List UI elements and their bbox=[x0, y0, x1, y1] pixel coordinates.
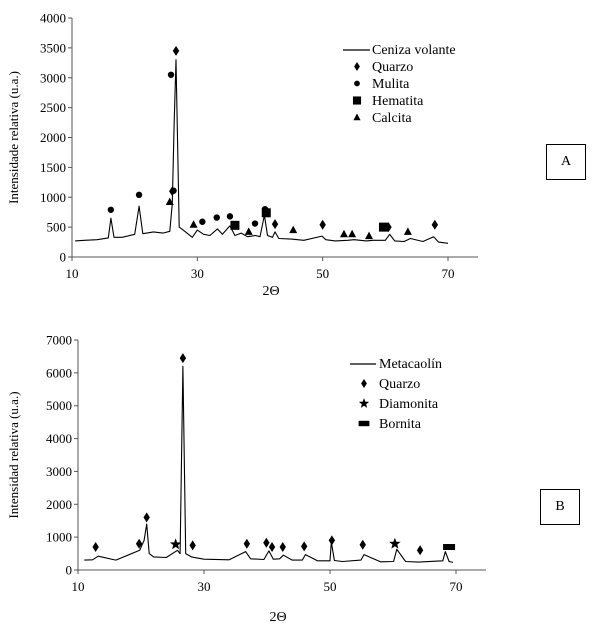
chart-b-marker-quarzo bbox=[268, 542, 276, 552]
chart-a-legend-series-label: Ceniza volante bbox=[372, 43, 456, 58]
panel-label-b-text: B bbox=[555, 499, 565, 514]
chart-b-legend-marker-quarzo bbox=[361, 379, 367, 388]
chart-a-y-tick-label: 2500 bbox=[40, 100, 66, 115]
chart-b-y-tick-label: 3000 bbox=[46, 464, 72, 479]
chart-a-legend-label-calcita: Calcita bbox=[372, 111, 412, 126]
chart-b-legend-marker-diamonita bbox=[358, 398, 370, 408]
chart-a-x-tick-label: 50 bbox=[316, 266, 329, 281]
chart-b-y-tick-label: 0 bbox=[66, 563, 73, 578]
chart-b: 0 1000 2000 3000 4000 5000 6000 7000 10 30 50 70 2Θ I… bbox=[6, 333, 486, 625]
chart-a-y-tick-label: 3500 bbox=[40, 40, 66, 55]
chart-b-marker-bornita bbox=[443, 544, 456, 550]
chart-a-y-tick-label: 4000 bbox=[40, 11, 66, 26]
chart-b-marker-quarzo bbox=[279, 542, 286, 552]
chart-b-y-tick-label: 2000 bbox=[46, 497, 72, 512]
chart-a-marker-quarzo bbox=[319, 219, 326, 230]
chart-b-marker-quarzo bbox=[179, 353, 187, 364]
chart-a-marker-mulita bbox=[213, 214, 220, 221]
chart-b-y-axis-label: Intensidad relativa (u.a.) bbox=[6, 391, 21, 518]
chart-a-y-tick-label: 0 bbox=[60, 250, 67, 265]
chart-a-marker-mulita bbox=[135, 191, 143, 199]
chart-a-series-line bbox=[75, 59, 449, 244]
chart-a-marker-hematita bbox=[261, 208, 271, 218]
chart-b-x-tick-label: 30 bbox=[198, 579, 211, 594]
chart-b-y-tick-label: 7000 bbox=[46, 333, 72, 348]
chart-a-legend-marker-hematita bbox=[352, 96, 362, 105]
chart-a-y-tick-label: 3000 bbox=[40, 70, 66, 85]
chart-a-marker-mulita bbox=[167, 71, 175, 78]
chart-a-marker-quarzo bbox=[271, 219, 279, 230]
chart-a-legend-label-quarzo: Quarzo bbox=[372, 60, 413, 75]
chart-a-marker-hematita bbox=[378, 222, 388, 232]
chart-a-y-tick-label: 500 bbox=[47, 220, 67, 235]
chart-b-y-tick-label: 4000 bbox=[46, 431, 72, 446]
panel-label-a-text: A bbox=[560, 154, 572, 169]
chart-b-marker-quarzo bbox=[92, 542, 99, 552]
panel-label-b: B bbox=[540, 489, 580, 525]
chart-a-x-tick-label: 10 bbox=[66, 266, 79, 281]
chart-a-legend-marker-mulita bbox=[354, 80, 360, 87]
chart-a-marker-mulita bbox=[251, 220, 259, 227]
chart-b-x-axis-label: 2Θ bbox=[269, 610, 286, 625]
chart-b-marker-quarzo bbox=[263, 537, 270, 548]
chart-b-marker-quarzo bbox=[416, 545, 424, 556]
chart-a-marker-calcita bbox=[348, 229, 357, 238]
chart-b-marker-quarzo bbox=[359, 539, 366, 550]
chart-a-marker-calcita bbox=[189, 220, 198, 228]
chart-a-marker-calcita bbox=[365, 231, 374, 240]
chart-a-marker-calcita bbox=[165, 197, 174, 206]
chart-b-legend-label-diamonita: Diamonita bbox=[379, 397, 439, 412]
chart-a-marker-quarzo bbox=[431, 219, 439, 230]
chart-b-y-tick-label: 1000 bbox=[46, 530, 72, 545]
chart-a-x-tick-label: 30 bbox=[191, 266, 204, 281]
chart-b-marker-quarzo bbox=[135, 538, 143, 549]
chart-b-legend-series-label: Metacaolín bbox=[379, 357, 442, 372]
chart-a-marker-mulita bbox=[226, 213, 234, 220]
chart-b-marker-quarzo bbox=[143, 512, 150, 523]
chart-b-x-tick-label: 10 bbox=[72, 579, 85, 594]
chart-a-legend-marker-quarzo bbox=[354, 62, 360, 71]
chart-a-marker-hematita bbox=[230, 220, 240, 230]
chart-a-marker-calcita bbox=[403, 227, 412, 235]
chart-a-marker-calcita bbox=[339, 229, 348, 238]
chart-a-x-axis-label: 2Θ bbox=[262, 284, 279, 299]
panel-label-a: A bbox=[546, 144, 586, 180]
chart-b-y-tick-label: 5000 bbox=[46, 398, 72, 413]
chart-b-marker-quarzo bbox=[243, 538, 251, 549]
chart-a-x-tick-label: 70 bbox=[442, 266, 455, 281]
chart-b-x-tick-label: 70 bbox=[450, 579, 463, 594]
chart-a-y-axis-label: Intensidade relativa (u.a.) bbox=[6, 71, 21, 204]
chart-b-y-tick-label: 6000 bbox=[46, 365, 72, 380]
chart-b-series-line bbox=[84, 365, 454, 563]
chart-a-legend-label-mulita: Mulita bbox=[372, 77, 410, 92]
chart-b-legend-label-bornita: Bornita bbox=[379, 417, 422, 432]
chart-b-legend-marker-bornita bbox=[358, 420, 370, 427]
chart-a-marker-quarzo bbox=[172, 45, 180, 56]
chart-a-marker-mulita bbox=[199, 218, 206, 225]
chart-b-marker-quarzo bbox=[189, 540, 196, 551]
chart-b-x-tick-label: 50 bbox=[324, 579, 337, 594]
chart-a-legend-label-hematita: Hematita bbox=[372, 94, 424, 109]
chart-a-marker-mulita bbox=[170, 187, 177, 194]
chart-b-marker-quarzo bbox=[328, 535, 336, 546]
chart-a-y-tick-label: 1000 bbox=[40, 190, 66, 205]
chart-a: 0 500 1000 1500 2000 2500 3000 3500 4000 10 30 50 70… bbox=[6, 11, 478, 299]
chart-b-marker-diamonita bbox=[389, 537, 401, 549]
chart-b-marker-diamonita bbox=[169, 538, 182, 550]
chart-a-marker-calcita bbox=[289, 225, 298, 234]
chart-a-y-tick-label: 1500 bbox=[40, 160, 66, 175]
chart-a-marker-calcita bbox=[244, 227, 253, 235]
chart-a-y-tick-label: 2000 bbox=[40, 130, 66, 145]
chart-b-legend-label-quarzo: Quarzo bbox=[379, 377, 420, 392]
chart-b-marker-quarzo bbox=[300, 541, 308, 552]
chart-a-marker-mulita bbox=[107, 206, 115, 213]
chart-a-legend-marker-calcita bbox=[353, 113, 361, 121]
